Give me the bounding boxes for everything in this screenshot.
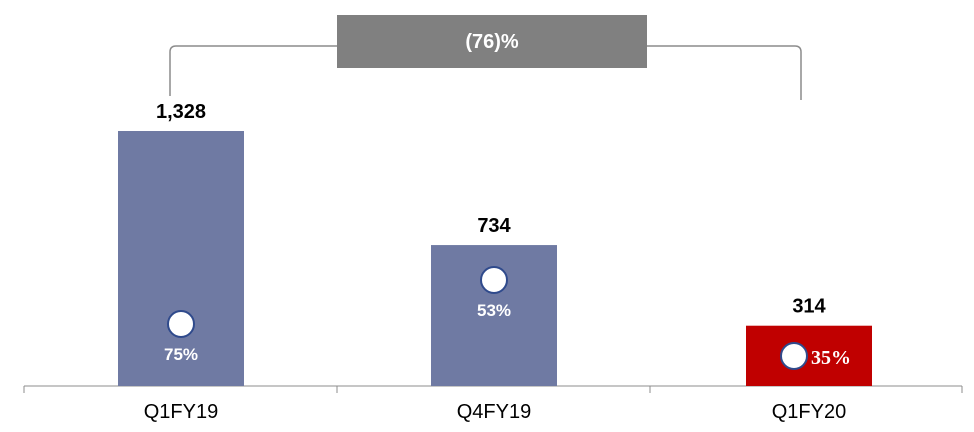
bar — [746, 325, 872, 386]
bar — [118, 131, 244, 386]
percent-label: 75% — [164, 345, 198, 364]
circle-marker — [167, 310, 195, 338]
bars: 1,328 Q1FY19 75% 734 Q4FY19 53% 314 Q1FY20 35% — [118, 101, 872, 423]
category-label: Q1FY20 — [772, 401, 846, 423]
category-label: Q4FY19 — [457, 401, 531, 423]
circle-marker — [780, 342, 808, 370]
bar-value-label: 314 — [792, 296, 826, 318]
percent-label: 53% — [477, 301, 511, 320]
percent-label: 35% — [811, 347, 851, 369]
bar-value-label: 734 — [477, 215, 511, 237]
change-callout-label: (76)% — [465, 31, 519, 53]
bar-value-label: 1,328 — [156, 101, 206, 123]
circle-marker — [480, 266, 508, 294]
category-label: Q1FY19 — [144, 401, 218, 423]
change-callout-box — [337, 15, 647, 68]
